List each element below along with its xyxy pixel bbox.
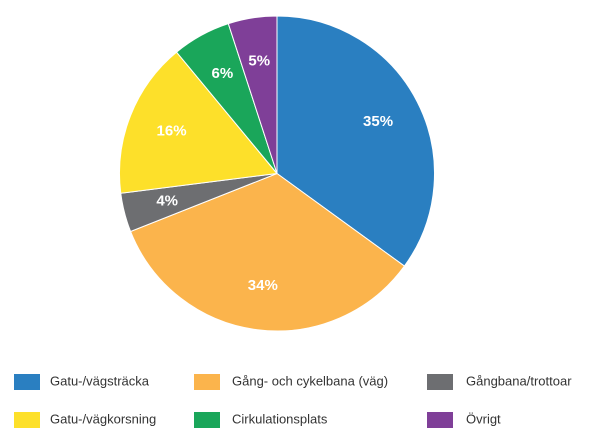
legend-label: Gatu-/vägsträcka xyxy=(50,373,150,388)
data-label: 4% xyxy=(156,193,178,210)
legend-swatch xyxy=(194,374,220,390)
pie-slice xyxy=(227,15,278,174)
legend-label: Gångbana/trottoar xyxy=(466,373,572,388)
legend-label: Gång- och cykelbana (väg) xyxy=(232,373,388,388)
data-label: 34% xyxy=(248,277,278,294)
pie-slice xyxy=(276,15,435,267)
legend-label: Gatu-/vägkorsning xyxy=(50,411,156,426)
data-label: 5% xyxy=(248,52,270,69)
pie-slice xyxy=(119,51,278,194)
data-label: 35% xyxy=(363,113,393,130)
data-label: 6% xyxy=(212,65,234,82)
data-label: 16% xyxy=(157,123,187,140)
pie-slice xyxy=(129,172,406,332)
legend-label: Cirkulationsplats xyxy=(232,411,328,426)
legend-label: Övrigt xyxy=(466,411,501,426)
legend-swatch xyxy=(194,412,220,428)
legend-swatch xyxy=(14,412,40,428)
legend-swatch xyxy=(427,412,453,428)
legend-swatch xyxy=(427,374,453,390)
legend-swatch xyxy=(14,374,40,390)
